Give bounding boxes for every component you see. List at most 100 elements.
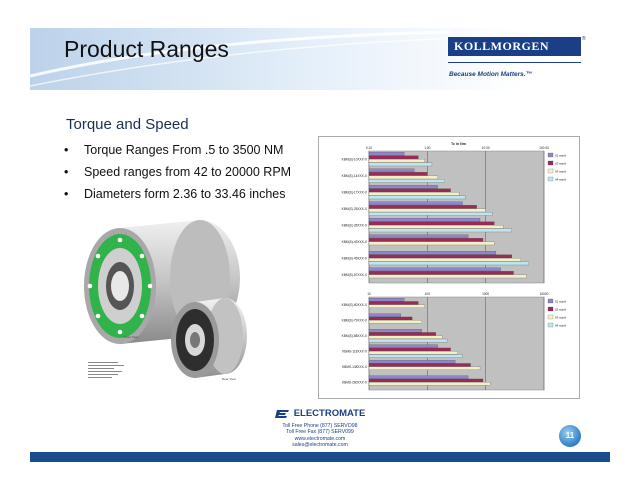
bar [368,332,436,336]
bar [368,267,501,272]
category-label: KBM(S)-88XXX-X [342,334,368,338]
tick-label: 1000 [482,292,489,296]
bar [368,320,422,324]
legend-label: 03 stack [555,315,567,319]
electromate-wordmark: ELECTROMATE [293,408,366,419]
page-title: Product Ranges [64,36,229,62]
legend-swatch [547,314,554,320]
bar [368,313,401,317]
category-label: KBM(S)-60XXX-X [342,303,368,307]
header-swoosh [30,30,461,87]
bar [368,172,428,176]
contact-email[interactable]: sales@electromate.com [292,441,348,448]
bar [368,363,471,367]
logo-rule [448,62,581,63]
category-label: KBM(S)-35XXX-X [342,223,368,227]
bar [368,338,448,343]
tick-label: 10 [367,292,371,296]
plot-area [368,296,545,391]
legend-swatch [547,160,554,166]
bar [368,274,527,279]
legend-swatch [547,306,554,312]
tick-label: 100.00 [539,146,549,150]
contact-phone: Toll Free Phone (877) SERVO98 [282,423,358,429]
page-number-badge: 11 [559,425,581,447]
category-label: KBMS-260XXX-X [342,380,368,384]
category-label: KBM(S)-10XXX-X [342,157,368,161]
front-view-label: Front View [124,335,139,339]
legend-swatch [547,298,554,304]
bar [368,175,438,180]
legend-swatch [547,176,554,182]
bar [368,212,493,216]
legend-swatch [547,152,554,158]
bar [368,162,433,167]
category-label: KBM(S)-25XXX-X [342,207,368,211]
tick-label: 10000 [540,292,549,296]
bar [368,375,469,379]
bar [368,234,469,239]
bar [368,304,425,308]
legend-label: 04 stack [555,177,567,181]
bar [368,261,529,266]
bar [368,354,463,358]
rear-view-label: Rear View [222,377,237,381]
legend-label: 01 stack [555,299,567,303]
legend-swatch [547,168,554,174]
contact-block: Toll Free Phone (877) SERVO98 Toll Free … [270,423,370,448]
bar [368,228,512,233]
torque-chart: 0.10 1.00 10.00 100.00 Tc in Nm KBM(S)-10XXX-… [342,142,567,391]
legend-label: 04 stack [555,323,567,327]
contact-web[interactable]: www.electromate.com [294,435,346,442]
bar [368,238,484,242]
bar [368,347,451,352]
legend-label: 03 stack [555,169,567,173]
bar [368,360,456,364]
bar [368,258,521,262]
bar [368,335,443,339]
tick-label: 10.00 [482,146,490,150]
legend-label: 02 stack [555,161,567,165]
category-label: KBMS-148XXX-X [342,365,368,369]
bar [368,159,425,163]
torque-chart-frame: 0.10 1.00 10.00 100.00 Tc in Nm KBM(S)-10XXX-… [318,136,580,399]
bullet-item: Torque Ranges From .5 to 3500 NM [64,143,291,165]
legend-swatch [547,322,554,328]
bar [368,251,497,255]
bar [368,208,486,213]
kollmorgen-logo: KOLLMORGEN [448,37,581,56]
category-label: KBM(S)-45XXX-X [342,256,368,260]
electromate-logo: ELECTROMATE [270,408,370,419]
bar [368,152,405,156]
motor-illustration: Front View Rear View [84,220,247,381]
bar [368,205,477,209]
bar [368,179,445,183]
bar [368,188,451,193]
contact-fax: Toll Free Fax (877) SERV099 [286,429,354,436]
bar [368,195,466,200]
chart-title: Tc in Nm [451,142,466,146]
category-label: KBMS-118XXX-X [342,349,368,353]
electromate-e-icon [274,410,289,418]
bar [368,185,438,189]
bar [368,382,491,386]
bar [368,155,419,160]
bar [368,378,484,383]
tick-label: 100 [425,292,431,296]
logo-registered-mark: ® [582,36,586,42]
bar [368,366,481,370]
category-label: KBM(S)-57XXX-X [342,273,368,277]
category-label: KBM(S)-79XXX-X [342,318,368,322]
category-label: KBM(S)-14XXX-X [342,174,368,178]
bar [368,298,405,302]
bar [368,301,419,305]
bar [368,351,458,355]
bar [368,241,495,246]
bar [368,168,415,173]
legend-label: 02 stack [555,307,567,311]
bar [368,192,460,196]
tick-label: 0.10 [366,146,372,150]
bar [368,344,438,348]
bar [368,271,514,275]
bar [368,221,495,226]
